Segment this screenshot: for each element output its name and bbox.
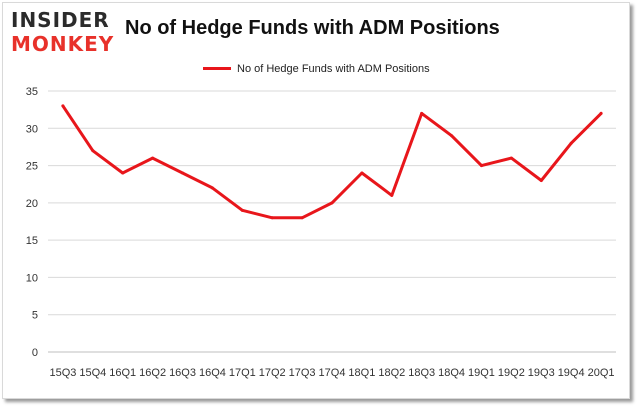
data-point [450,134,454,138]
y-tick-label: 35 [26,86,38,98]
data-point [91,149,95,153]
insider-monkey-logo: INSIDER MONKEY [11,9,117,59]
data-point [539,178,543,182]
data-point [151,156,155,160]
x-tick-label: 17Q4 [319,367,346,379]
x-tick-label: 19Q3 [528,367,555,379]
data-point [509,156,513,160]
y-axis-ticks: 0 5 10 15 20 25 30 35 [26,86,38,359]
x-tick-label: 17Q1 [229,367,256,379]
x-tick-label: 15Q4 [79,367,106,379]
x-tick-label: 18Q2 [378,367,405,379]
chart-legend: No of Hedge Funds with ADM Positions [203,60,430,76]
x-tick-label: 16Q2 [139,367,166,379]
x-tick-label: 17Q2 [259,367,286,379]
data-point [569,141,573,145]
y-tick-label: 10 [26,272,38,284]
y-tick-label: 25 [26,161,38,173]
y-tick-label: 15 [26,235,38,247]
chart-frame: INSIDER MONKEY No of Hedge Funds with AD… [2,2,630,399]
x-tick-label: 18Q3 [408,367,435,379]
x-tick-label: 17Q3 [289,367,316,379]
x-axis-ticks: 15Q3 15Q4 16Q1 16Q2 16Q3 16Q4 17Q1 17Q2 17Q3 17Q4… [49,367,614,379]
data-point [420,111,424,115]
data-point [360,171,364,175]
data-point [390,193,394,197]
data-point [270,216,274,220]
x-tick-label: 16Q4 [199,367,226,379]
x-tick-label: 19Q4 [558,367,585,379]
gridlines [48,90,616,353]
x-tick-label: 15Q3 [49,367,76,379]
x-tick-label: 18Q4 [438,367,465,379]
data-point [210,186,214,190]
y-tick-label: 0 [32,347,38,359]
x-tick-label: 18Q1 [348,367,375,379]
data-point [330,201,334,205]
y-tick-label: 5 [32,310,38,322]
data-point [240,208,244,212]
x-tick-label: 16Q3 [169,367,196,379]
data-point [61,104,65,108]
y-tick-label: 20 [26,198,38,210]
y-tick-label: 30 [26,123,38,135]
data-point [121,171,125,175]
data-point [300,216,304,220]
logo-top-text: INSIDER [11,8,110,32]
x-tick-label: 16Q1 [109,367,136,379]
data-point [599,111,603,115]
logo-bottom-text: MONKEY [11,32,115,56]
x-tick-label: 20Q1 [588,367,615,379]
chart-title: No of Hedge Funds with ADM Positions [125,17,500,39]
x-tick-label: 19Q1 [468,367,495,379]
series-line [61,104,603,220]
x-tick-label: 19Q2 [498,367,525,379]
series-group [61,104,603,220]
legend-label: No of Hedge Funds with ADM Positions [237,62,430,75]
data-point [479,164,483,168]
data-point [181,171,185,175]
legend-line-swatch [203,67,231,71]
